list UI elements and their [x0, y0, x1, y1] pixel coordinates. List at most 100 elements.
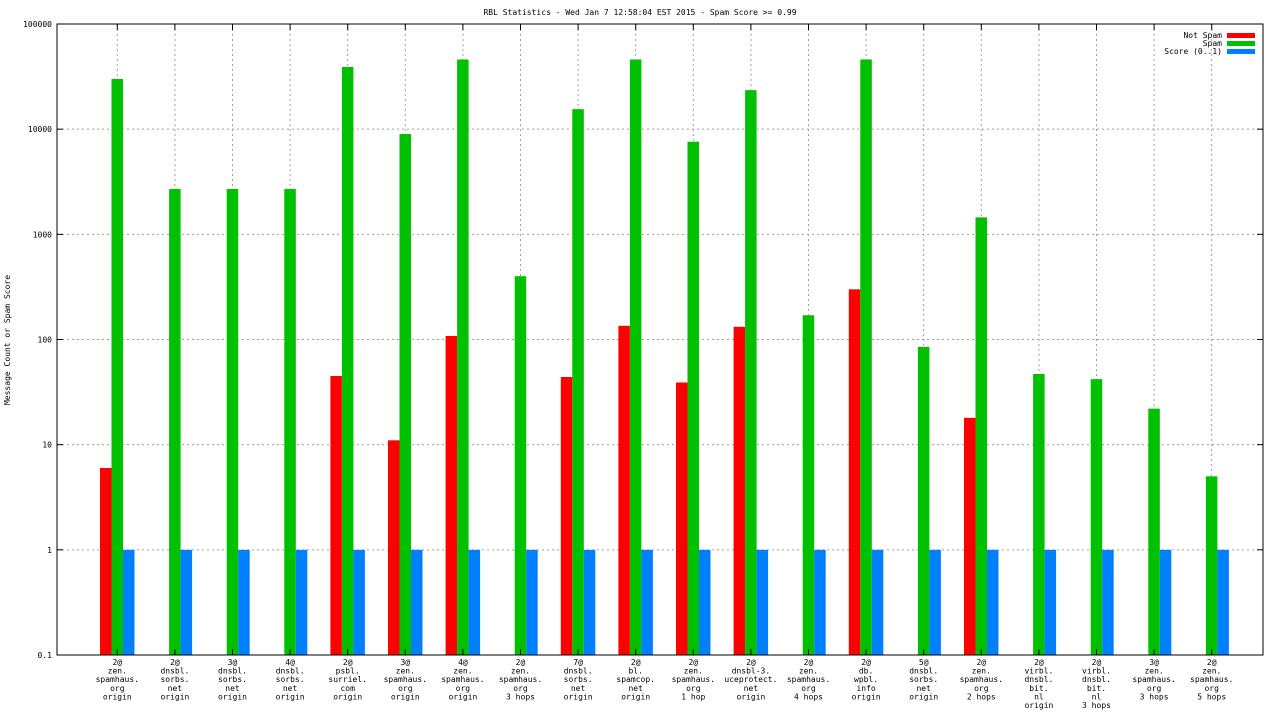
bar-not-spam: [676, 382, 688, 655]
x-tick-label-line: 3 hops: [506, 692, 535, 701]
x-tick-label: 2@ zen. spamhaus. org 4 hops: [787, 658, 830, 701]
x-tick-label-line: dnsbl-3.: [732, 667, 771, 676]
bar-score-0-1: [353, 549, 365, 655]
x-tick-label-line: origin: [160, 692, 189, 701]
x-tick-label-line: net: [628, 684, 643, 693]
bar-score-0-1: [295, 549, 308, 655]
x-tick-label-line: spamhaus.: [787, 675, 830, 684]
x-tick-label-line: 2@: [1034, 658, 1044, 667]
x-tick-label: 2@ zen. spamhaus. org origin: [96, 658, 139, 701]
x-tick-label-line: 2@: [1207, 658, 1217, 667]
legend-swatch: [1227, 49, 1255, 54]
x-tick-label-line: sorbs.: [160, 675, 189, 684]
bar-spam: [399, 133, 411, 656]
x-tick-label: 3@ zen. spamhaus. org origin: [384, 658, 427, 701]
bar-score-0-1: [1102, 549, 1114, 655]
x-tick-label-line: net: [225, 684, 240, 693]
x-tick-label-line: spamhaus.: [441, 675, 484, 684]
x-tick-label-line: info: [856, 684, 875, 693]
bar-score-0-1: [583, 549, 596, 655]
x-tick-label-line: spamhaus.: [1132, 675, 1175, 684]
x-tick-label: 2@ virbl. dnsbl. bit. nl origin: [1024, 658, 1053, 710]
bar-score-0-1: [123, 549, 135, 655]
bar-score-0-1: [468, 549, 481, 655]
x-tick-label-line: zen.: [108, 667, 127, 676]
bar-spam: [975, 217, 987, 655]
chart-title: RBL Statistics - Wed Jan 7 12:58:04 EST …: [483, 8, 796, 17]
x-tick-label-line: zen.: [396, 667, 415, 676]
x-tick-label: 2@ zen. spamhaus. org 2 hops: [960, 658, 1003, 701]
x-tick-label-line: spamhaus.: [960, 675, 1003, 684]
ticks-layer: 0.1 1 10 100 1000 10000 100000: [23, 20, 1263, 660]
bar-spam: [1205, 476, 1218, 655]
x-tick-label: 2@ zen. spamhaus. org 1 hop: [672, 658, 715, 701]
x-tick-label-line: 3@: [1149, 658, 1159, 667]
x-tick-label-line: nl: [1034, 692, 1044, 701]
x-tick-label-line: net: [283, 684, 298, 693]
x-tick-label: 2@ virbl. dnsbl. bit. nl 3 hops: [1082, 658, 1111, 710]
x-tick-label-line: origin: [564, 692, 593, 701]
x-tick-label: 2@ psbl. surriel. com origin: [328, 658, 367, 701]
bar-not-spam: [330, 375, 342, 655]
x-tick-label-line: origin: [852, 692, 881, 701]
x-tick-label-line: com: [340, 684, 355, 693]
x-tick-label-line: org: [801, 684, 816, 693]
x-tick-label-line: virbl.: [1082, 667, 1111, 676]
bar-score-0-1: [1159, 549, 1172, 655]
x-tick-label-line: net: [571, 684, 586, 693]
x-tick-label: 7@ dnsbl. sorbs. net origin: [564, 658, 593, 701]
x-tick-label: 3@ dnsbl. sorbs. net origin: [218, 658, 247, 701]
x-tick-label-line: 2@: [746, 658, 756, 667]
x-tick-label-line: zen.: [684, 667, 703, 676]
x-tick-label-line: dnsbl.: [160, 667, 189, 676]
x-tick-label-line: origin: [448, 692, 477, 701]
x-tick-label-line: origin: [103, 692, 132, 701]
x-tick-label-line: dnsbl.: [218, 667, 247, 676]
x-tick-label-line: org: [110, 684, 125, 693]
x-tick-label: 4@ dnsbl. sorbs. net origin: [276, 658, 305, 701]
bar-spam: [341, 67, 354, 656]
bar-not-spam: [560, 376, 573, 655]
x-tick-label-line: dnsbl.: [909, 667, 938, 676]
x-tick-label-line: org: [398, 684, 413, 693]
x-tick-label-line: 2@: [112, 658, 122, 667]
bar-not-spam: [848, 289, 861, 655]
x-tick-label-line: net: [916, 684, 931, 693]
x-tick-label-line: spamcop.: [616, 675, 655, 684]
x-tick-label: 4@ zen. spamhaus. org origin: [441, 658, 484, 701]
x-tick-label-line: bit.: [1087, 684, 1106, 693]
bar-spam: [111, 78, 123, 655]
x-tick-label-line: spamhaus.: [96, 675, 139, 684]
x-tick-label-line: 3 hops: [1082, 701, 1111, 710]
x-tick-label-line: 7@: [573, 658, 583, 667]
bar-spam: [802, 315, 815, 655]
bars-layer: [100, 59, 1229, 656]
x-tick-label-line: dnsbl.: [564, 667, 593, 676]
x-tick-label-line: 2@: [976, 658, 986, 667]
x-tick-label-line: org: [1204, 684, 1219, 693]
x-tick-label-line: spamhaus.: [499, 675, 542, 684]
x-tick-label-line: sorbs.: [564, 675, 593, 684]
bar-spam: [917, 346, 930, 655]
x-tick-label-line: uceprotect.: [724, 675, 777, 684]
x-tick-label-line: sorbs.: [909, 675, 938, 684]
x-tick-label-line: origin: [333, 692, 362, 701]
bar-score-0-1: [987, 549, 999, 655]
y-tick-label: 100000: [23, 20, 52, 29]
bar-spam: [457, 59, 469, 656]
x-tick-label-line: zen.: [453, 667, 472, 676]
legend-label: Score (0..1): [1164, 47, 1222, 56]
x-tick-label-line: origin: [1024, 701, 1053, 710]
bar-score-0-1: [929, 549, 941, 655]
x-tick-label-line: wpbl.: [854, 675, 878, 684]
y-tick-label: 1: [47, 546, 52, 555]
x-tick-label-line: 4@: [458, 658, 468, 667]
x-tick-label-line: 4 hops: [794, 692, 823, 701]
x-tick-label: 5@ dnsbl. sorbs. net origin: [909, 658, 938, 701]
bar-spam: [745, 90, 757, 655]
x-tick-label-line: origin: [621, 692, 650, 701]
x-tick-label-line: net: [168, 684, 183, 693]
x-tick-label-line: surriel.: [328, 675, 367, 684]
